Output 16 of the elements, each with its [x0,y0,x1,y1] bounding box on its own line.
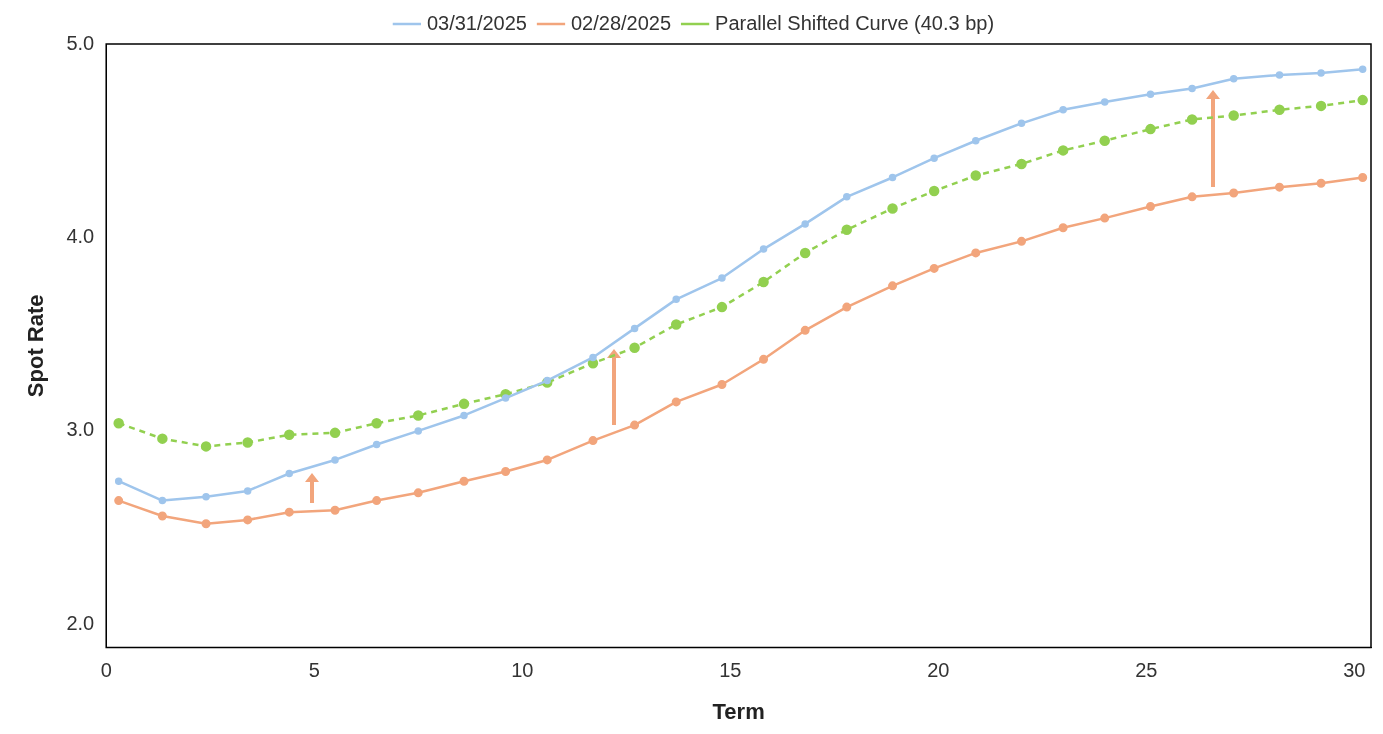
x-tick-label: 30 [1343,659,1366,682]
legend-label: 02/28/2025 [570,11,672,34]
legend-label: Parallel Shifted Curve (40.3 bp) [715,11,995,34]
x-tick-label: 10 [511,659,534,682]
x-tick-label: 25 [1135,659,1158,682]
legend-label: 03/31/2025 [426,11,527,34]
y-tick-label: 3.0 [66,418,95,441]
x-tick-label: 5 [308,659,320,682]
x-tick-label: 20 [927,659,950,682]
y-tick-label: 4.0 [66,224,95,247]
y-tick-label: 2.0 [66,611,95,634]
x-tick-label: 15 [719,659,742,682]
y-tick-label: 5.0 [66,31,95,54]
x-axis-title: Term [712,698,765,724]
y-axis-title: Spot Rate [23,294,49,398]
x-tick-label: 0 [100,659,112,682]
